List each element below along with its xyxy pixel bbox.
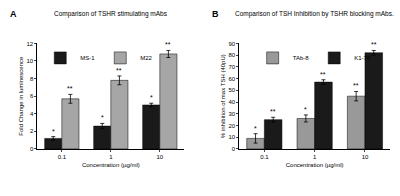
svg-text:60: 60 [228, 76, 235, 82]
svg-text:**: ** [165, 41, 171, 48]
svg-text:4: 4 [30, 111, 34, 117]
svg-text:6: 6 [30, 93, 34, 99]
svg-text:40: 40 [228, 99, 235, 105]
svg-text:Comparison of TSH Inhibition b: Comparison of TSH Inhibition by TSHR blo… [235, 10, 394, 18]
svg-text:**: ** [353, 82, 359, 89]
svg-text:90: 90 [228, 41, 235, 47]
svg-text:Fold Change in luminescence: Fold Change in luminescence [18, 56, 24, 136]
svg-text:80: 80 [228, 52, 235, 58]
svg-text:M22: M22 [140, 55, 152, 61]
svg-text:30: 30 [228, 111, 235, 117]
svg-text:Comparison of TSHR stimulating: Comparison of TSHR stimulating mAbs [54, 10, 168, 18]
svg-text:1: 1 [109, 154, 113, 160]
svg-text:A: A [10, 9, 17, 19]
svg-text:Concentration (µg/ml): Concentration (µg/ml) [286, 162, 344, 168]
svg-text:2: 2 [30, 128, 34, 134]
svg-text:*: * [52, 128, 55, 135]
svg-text:*: * [101, 114, 104, 121]
svg-text:*: * [150, 94, 153, 101]
svg-text:**: ** [67, 85, 73, 92]
svg-text:0: 0 [232, 146, 236, 152]
svg-text:1: 1 [313, 154, 317, 160]
svg-text:*: * [254, 125, 257, 132]
svg-text:**: ** [320, 71, 326, 78]
svg-text:**: ** [371, 41, 377, 48]
svg-text:20: 20 [228, 123, 235, 129]
svg-text:% inhibition of max TSH (40pU): % inhibition of max TSH (40pU) [220, 54, 226, 138]
svg-text:10: 10 [362, 154, 369, 160]
svg-text:12: 12 [27, 41, 34, 47]
svg-text:0: 0 [30, 146, 34, 152]
svg-text:TAb-8: TAb-8 [293, 55, 310, 61]
svg-text:0.1: 0.1 [260, 154, 269, 160]
svg-text:10: 10 [156, 154, 163, 160]
svg-text:**: ** [116, 67, 122, 74]
svg-text:Concentration (µg/ml): Concentration (µg/ml) [82, 162, 140, 168]
svg-text:K1-70: K1-70 [354, 55, 371, 61]
svg-text:10: 10 [228, 134, 235, 140]
svg-text:8: 8 [30, 76, 34, 82]
svg-text:50: 50 [228, 87, 235, 93]
svg-text:10: 10 [27, 58, 34, 64]
svg-text:**: ** [270, 108, 276, 115]
svg-text:*: * [304, 106, 307, 113]
svg-text:70: 70 [228, 64, 235, 70]
svg-text:MS-1: MS-1 [80, 55, 95, 61]
svg-text:B: B [212, 9, 219, 19]
svg-text:0.1: 0.1 [58, 154, 67, 160]
